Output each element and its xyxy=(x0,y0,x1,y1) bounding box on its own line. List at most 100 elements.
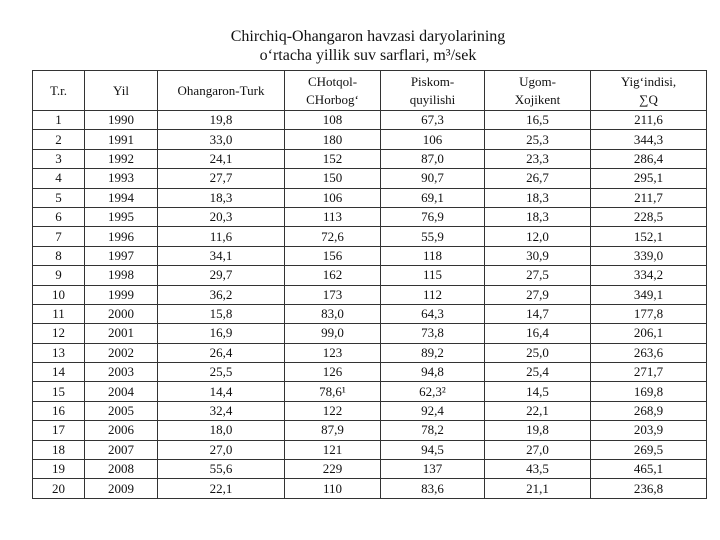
table-cell: 25,3 xyxy=(484,129,591,150)
header-cell: Yil xyxy=(84,70,158,111)
table-row: 4 1993 27,7 150 90,7 26,7 295,1 xyxy=(32,168,707,189)
table-cell: 34,1 xyxy=(157,245,285,267)
table-cell: 25,5 xyxy=(157,362,285,383)
table-cell: 2000 xyxy=(84,303,158,325)
table-cell: 83,0 xyxy=(284,303,381,325)
table-cell: 18 xyxy=(32,439,85,461)
table-row: 20 2009 22,1 110 83,6 21,1 236,8 xyxy=(32,478,707,499)
table-cell: 1997 xyxy=(84,245,158,267)
table-cell: 18,3 xyxy=(157,187,285,208)
table-row: 10 1999 36,2 173 112 27,9 349,1 xyxy=(32,284,707,305)
table-cell: 1993 xyxy=(84,168,158,189)
table-cell: 21,1 xyxy=(484,478,591,499)
table-cell: 115 xyxy=(380,265,485,286)
table-cell: 6 xyxy=(32,206,85,228)
table-cell: 83,6 xyxy=(380,478,485,499)
table-cell: 64,3 xyxy=(380,303,485,325)
table-cell: 27,5 xyxy=(484,265,591,286)
table-cell: 27,0 xyxy=(484,439,591,461)
table-cell: 13 xyxy=(32,342,85,364)
table-cell: 16,4 xyxy=(484,323,591,344)
table-cell: 2005 xyxy=(84,400,158,422)
header-text: Yig‘indisi, xyxy=(620,73,677,89)
table-cell: 12,0 xyxy=(484,226,591,247)
table-cell: 33,0 xyxy=(157,129,285,150)
table-cell: 27,0 xyxy=(157,439,285,461)
table-cell: 123 xyxy=(284,342,381,364)
table-cell: 32,4 xyxy=(157,400,285,422)
table-cell: 203,9 xyxy=(590,420,707,441)
table-row: 5 1994 18,3 106 69,1 18,3 211,7 xyxy=(32,187,707,208)
table-cell: 106 xyxy=(284,187,381,208)
table-cell: 2007 xyxy=(84,439,158,461)
table-cell: 5 xyxy=(32,187,85,208)
table-cell: 269,5 xyxy=(590,439,707,461)
table-cell: 29,7 xyxy=(157,265,285,286)
table-row: 9 1998 29,7 162 115 27,5 334,2 xyxy=(32,265,707,286)
table-cell: 2009 xyxy=(84,478,158,499)
header-text: Ugom- xyxy=(519,73,556,89)
table-cell: 14,5 xyxy=(484,381,591,402)
header-text: ∑Q xyxy=(639,91,658,107)
table-cell: 349,1 xyxy=(590,284,707,305)
table-cell: 152 xyxy=(284,148,381,170)
table-cell: 1991 xyxy=(84,129,158,150)
table-cell: 2008 xyxy=(84,459,158,480)
table-cell: 22,1 xyxy=(484,400,591,422)
table-cell: 87,0 xyxy=(380,148,485,170)
table-cell: 1996 xyxy=(84,226,158,247)
table-cell: 150 xyxy=(284,168,381,189)
table-cell: 11,6 xyxy=(157,226,285,247)
table-cell: 11 xyxy=(32,303,85,325)
table-row: 14 2003 25,5 126 94,8 25,4 271,7 xyxy=(32,362,707,383)
table-cell: 14 xyxy=(32,362,85,383)
table-cell: 78,6¹ xyxy=(284,381,381,402)
table-cell: 26,7 xyxy=(484,168,591,189)
table-cell: 9 xyxy=(32,265,85,286)
table-cell: 76,9 xyxy=(380,206,485,228)
table-cell: 137 xyxy=(380,459,485,480)
table-cell: 121 xyxy=(284,439,381,461)
table-cell: 72,6 xyxy=(284,226,381,247)
table-cell: 18,3 xyxy=(484,206,591,228)
table-cell: 55,9 xyxy=(380,226,485,247)
title-line: o‘rtacha yillik suv sarflari, m³/sek xyxy=(259,47,477,64)
table-cell: 15 xyxy=(32,381,85,402)
table-cell: 173 xyxy=(284,284,381,305)
table-row: 6 1995 20,3 113 76,9 18,3 228,5 xyxy=(32,206,707,228)
header-cell: CHotqol- CHorbog‘ xyxy=(284,70,381,111)
table-row: 19 2008 55,6 229 137 43,5 465,1 xyxy=(32,459,707,480)
table-cell: 2003 xyxy=(84,362,158,383)
table-cell: 94,5 xyxy=(380,439,485,461)
table-cell: 27,7 xyxy=(157,168,285,189)
table-cell: 22,1 xyxy=(157,478,285,499)
table-cell: 152,1 xyxy=(590,226,707,247)
table-cell: 211,6 xyxy=(590,109,707,131)
table-row: 3 1992 24,1 152 87,0 23,3 286,4 xyxy=(32,148,707,170)
table-row: 17 2006 18,0 87,9 78,2 19,8 203,9 xyxy=(32,420,707,441)
table-cell: 67,3 xyxy=(380,109,485,131)
table-cell: 23,3 xyxy=(484,148,591,170)
table-row: 2 1991 33,0 180 106 25,3 344,3 xyxy=(32,129,707,150)
table-cell: 211,7 xyxy=(590,187,707,208)
table-cell: 268,9 xyxy=(590,400,707,422)
table-cell: 122 xyxy=(284,400,381,422)
table-cell: 1994 xyxy=(84,187,158,208)
table-cell: 162 xyxy=(284,265,381,286)
table-cell: 106 xyxy=(380,129,485,150)
table-row: 13 2002 26,4 123 89,2 25,0 263,6 xyxy=(32,342,707,364)
table-cell: 339,0 xyxy=(590,245,707,267)
table-cell: 17 xyxy=(32,420,85,441)
table-cell: 69,1 xyxy=(380,187,485,208)
table-cell: 1992 xyxy=(84,148,158,170)
table-cell: 465,1 xyxy=(590,459,707,480)
table-cell: 92,4 xyxy=(380,400,485,422)
table-cell: 156 xyxy=(284,245,381,267)
table-cell: 2006 xyxy=(84,420,158,441)
table-cell: 18,3 xyxy=(484,187,591,208)
table-row: 8 1997 34,1 156 118 30,9 339,0 xyxy=(32,245,707,267)
table-cell: 206,1 xyxy=(590,323,707,344)
header-text: Xojikent xyxy=(514,91,561,107)
table-cell: 26,4 xyxy=(157,342,285,364)
table-cell: 126 xyxy=(284,362,381,383)
